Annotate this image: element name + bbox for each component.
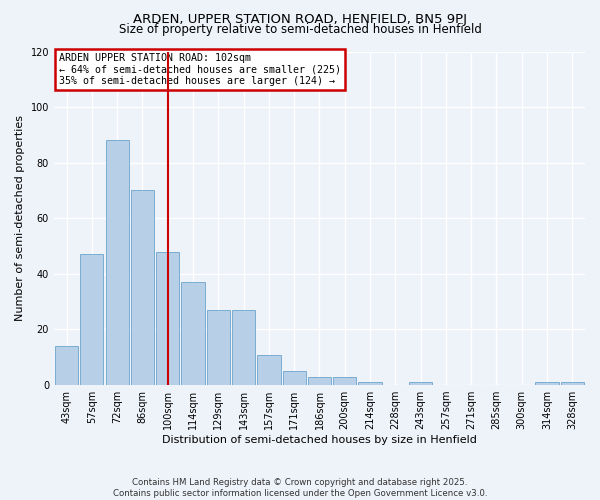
Bar — [156, 252, 179, 385]
Bar — [308, 376, 331, 385]
Text: ARDEN UPPER STATION ROAD: 102sqm
← 64% of semi-detached houses are smaller (225): ARDEN UPPER STATION ROAD: 102sqm ← 64% o… — [59, 53, 341, 86]
Bar — [55, 346, 78, 385]
Bar — [257, 354, 281, 385]
Text: Contains HM Land Registry data © Crown copyright and database right 2025.
Contai: Contains HM Land Registry data © Crown c… — [113, 478, 487, 498]
Bar — [409, 382, 432, 385]
Bar — [333, 376, 356, 385]
Bar — [131, 190, 154, 385]
Text: ARDEN, UPPER STATION ROAD, HENFIELD, BN5 9PJ: ARDEN, UPPER STATION ROAD, HENFIELD, BN5… — [133, 12, 467, 26]
Bar — [181, 282, 205, 385]
Bar — [80, 254, 103, 385]
Bar — [232, 310, 255, 385]
X-axis label: Distribution of semi-detached houses by size in Henfield: Distribution of semi-detached houses by … — [162, 435, 477, 445]
Text: Size of property relative to semi-detached houses in Henfield: Size of property relative to semi-detach… — [119, 22, 481, 36]
Bar — [535, 382, 559, 385]
Bar — [358, 382, 382, 385]
Bar — [106, 140, 129, 385]
Y-axis label: Number of semi-detached properties: Number of semi-detached properties — [15, 116, 25, 322]
Bar — [561, 382, 584, 385]
Bar — [206, 310, 230, 385]
Bar — [283, 371, 306, 385]
